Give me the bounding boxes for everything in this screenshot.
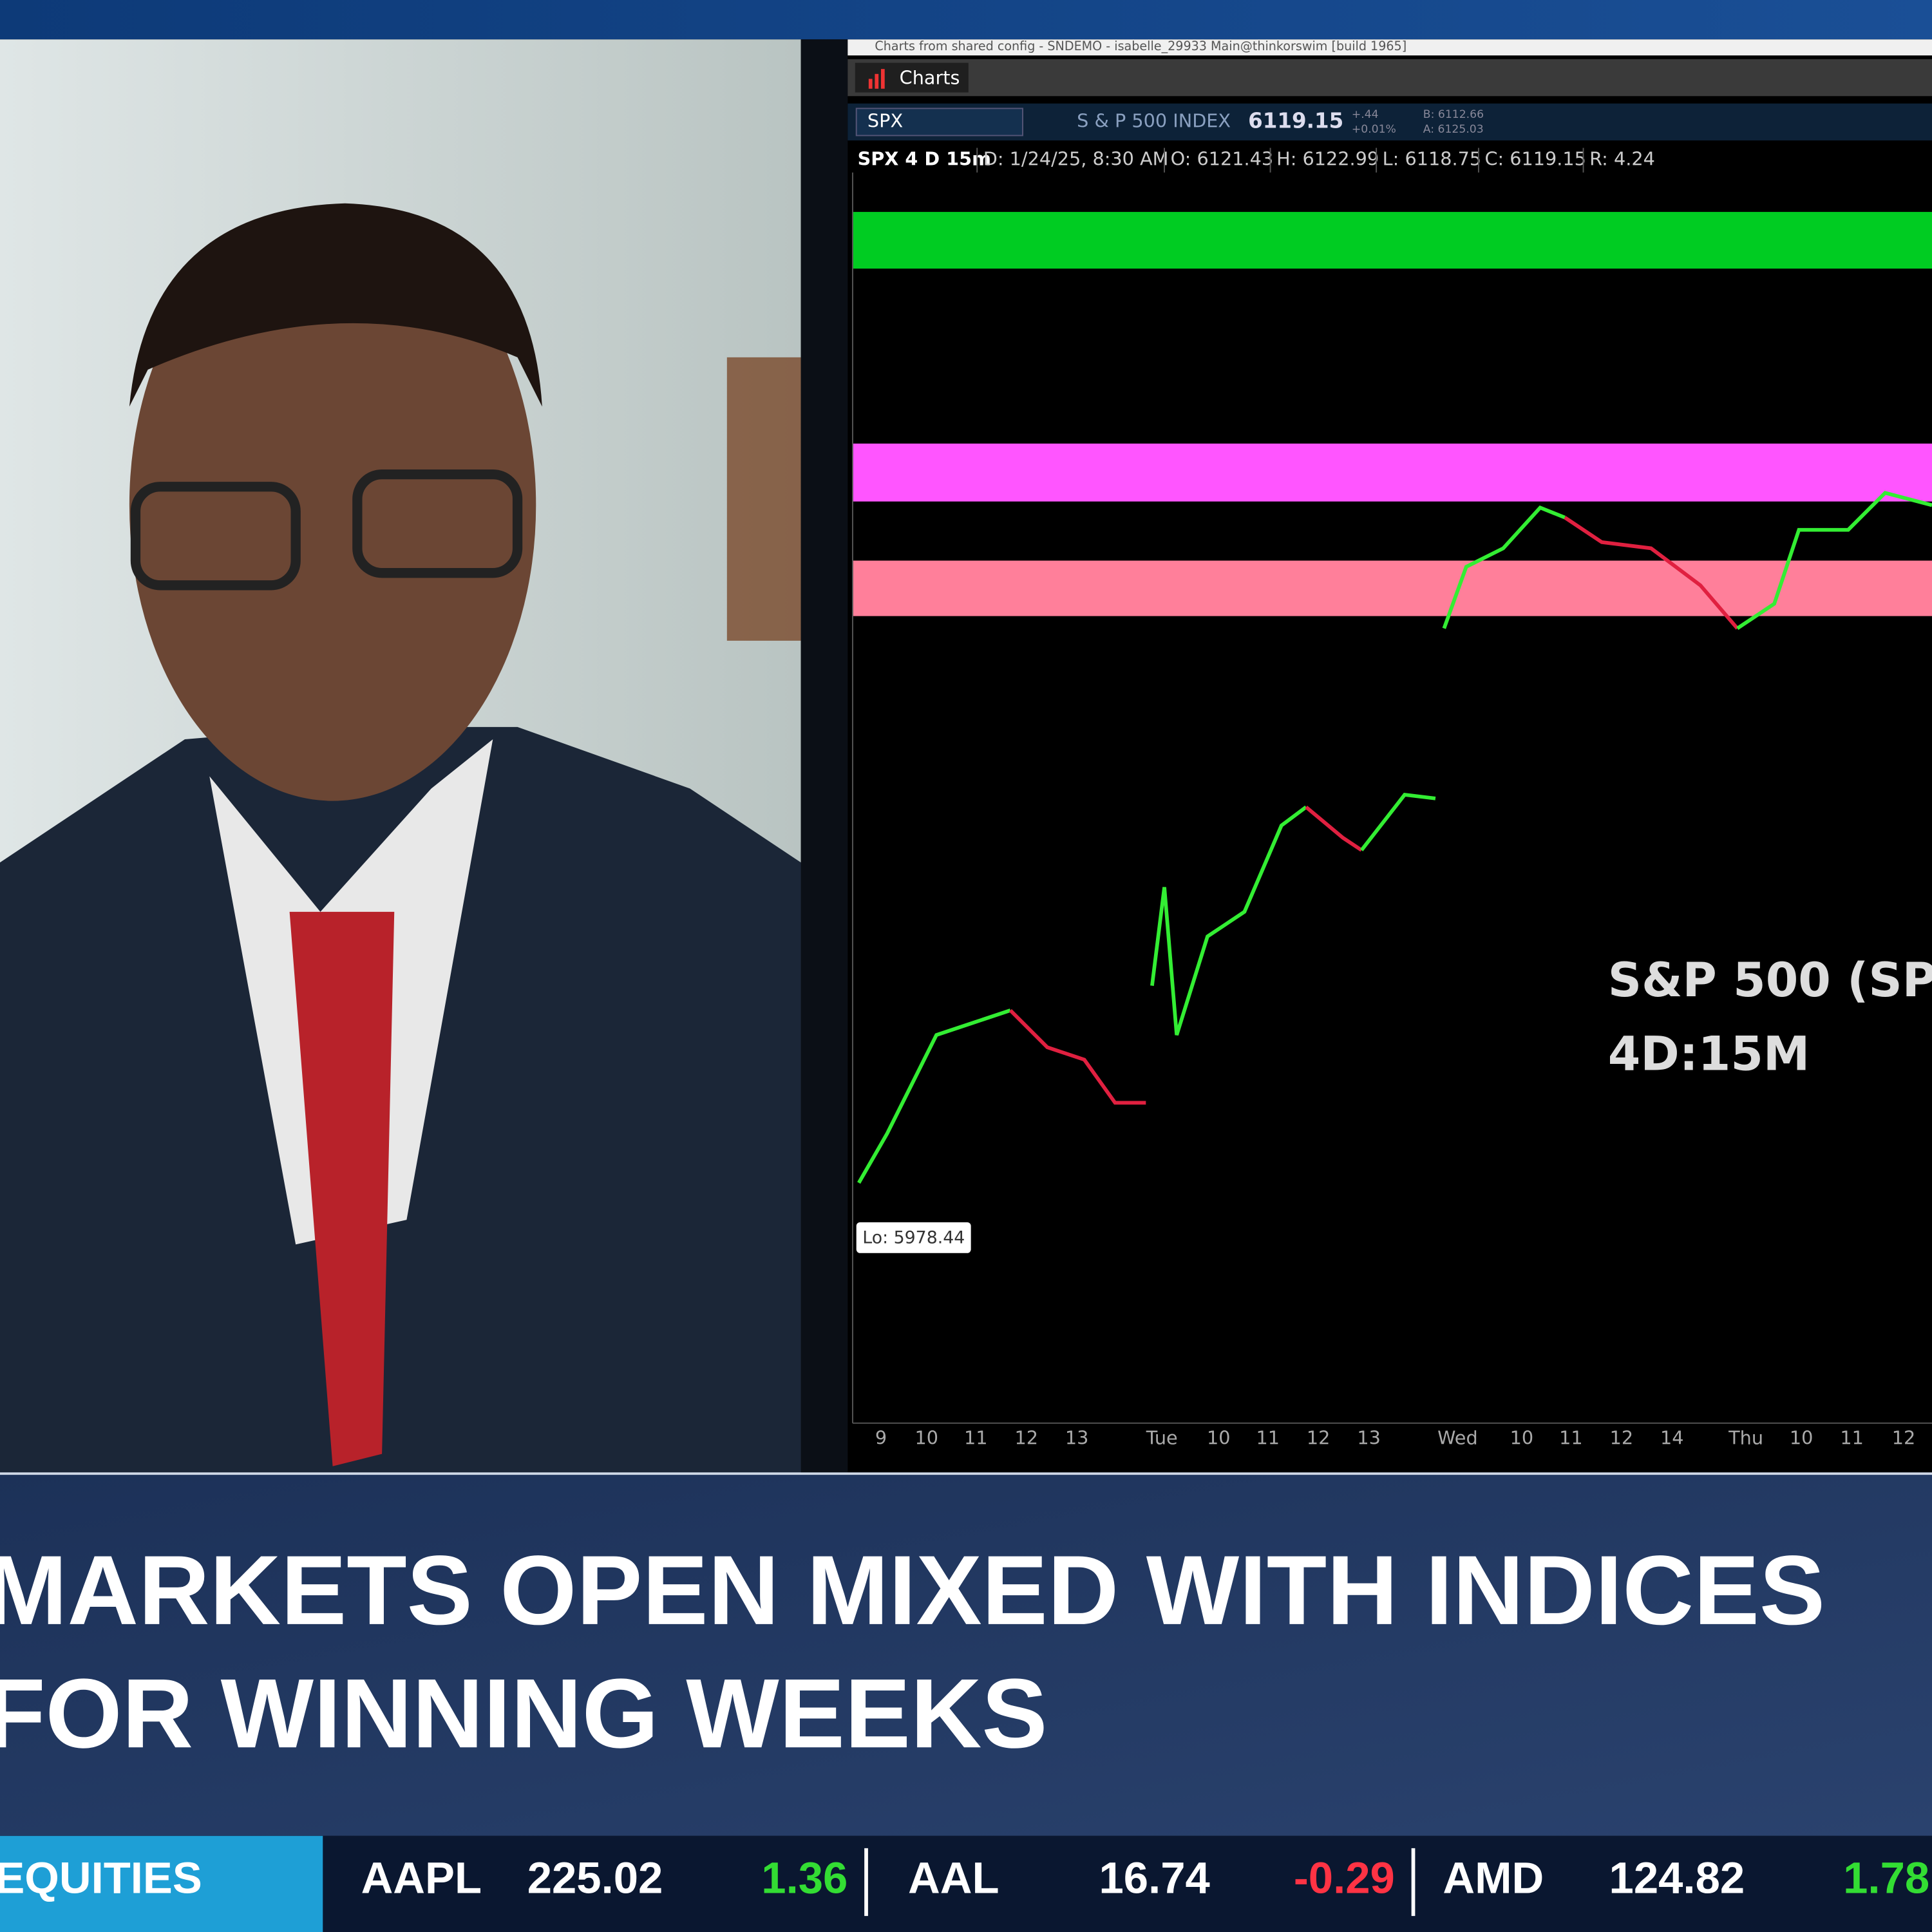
x-axis-label: 11 [964, 1427, 988, 1449]
ticker-price: 16.74 [1099, 1853, 1209, 1903]
x-axis-label: 9 [875, 1427, 887, 1449]
low-label: Lo: 5978.44 [862, 1227, 965, 1247]
divider [800, 39, 851, 1473]
zone [852, 560, 1932, 616]
x-axis-label: 10 [915, 1427, 939, 1449]
ticker-price: 225.02 [527, 1853, 663, 1903]
x-axis-label: 10 [1790, 1427, 1814, 1449]
quote-change: +.44 [1352, 108, 1379, 121]
headline: FOR WINNING WEEKS [0, 1658, 1047, 1768]
headline-panel [0, 1472, 1932, 1836]
zone [852, 443, 1932, 502]
header-field: C: 6119.15 [1484, 148, 1586, 170]
quote-change-pct: +0.01% [1352, 123, 1396, 136]
ticker-symbol: AAPL [361, 1853, 482, 1903]
chart-window: Charts from shared config - SNDEMO - isa… [848, 39, 1932, 1473]
x-axis-label: 13 [1065, 1427, 1089, 1449]
x-axis-label: 10 [1510, 1427, 1534, 1449]
overlay-subtitle: 4D:15M [1608, 1028, 1810, 1082]
ticker-change: 1.78 [1843, 1853, 1929, 1903]
top-bar [0, 0, 1932, 40]
ticker-price: 124.82 [1609, 1853, 1745, 1903]
tab[interactable]: Charts [900, 66, 960, 88]
ticker-change: -0.29 [1294, 1853, 1395, 1903]
ticker-symbol: AAL [908, 1853, 999, 1903]
x-axis-label: 12 [1014, 1427, 1038, 1449]
study: SPX 4 D 15m [858, 148, 991, 170]
x-axis-label: Wed [1437, 1427, 1478, 1449]
quote-ask: A: 6125.03 [1423, 123, 1484, 136]
presenter-video [0, 39, 801, 1473]
quote-name: S & P 500 INDEX [1077, 109, 1231, 131]
quote-last: 6119.15 [1248, 108, 1343, 133]
quote-bid: B: 6112.66 [1423, 108, 1484, 121]
x-axis-label: Thu [1728, 1427, 1763, 1449]
x-axis-label: 11 [1840, 1427, 1864, 1449]
header-field: O: 6121.43 [1171, 148, 1273, 170]
header-field: L: 6118.75 [1383, 148, 1481, 170]
x-axis-label: 13 [1357, 1427, 1381, 1449]
header-field: R: 4.24 [1589, 148, 1655, 170]
ticker-section [0, 1835, 323, 1932]
x-axis-label: 11 [1559, 1427, 1583, 1449]
x-axis-label: 14 [1660, 1427, 1684, 1449]
ticker-change: 1.36 [761, 1853, 848, 1903]
headline: MARKETS OPEN MIXED WITH INDICES [0, 1535, 1825, 1645]
header-field: D: 1/24/25, 8:30 AM [983, 148, 1169, 170]
symbol-box[interactable] [855, 108, 1023, 137]
header-field: H: 6122.99 [1276, 148, 1379, 170]
x-axis-label: Tue [1146, 1427, 1178, 1449]
ticker-symbol: AMD [1443, 1853, 1544, 1903]
x-axis-label: 11 [1256, 1427, 1280, 1449]
x-axis-label: 10 [1207, 1427, 1231, 1449]
ticker-section-label: EQUITIES [0, 1853, 202, 1903]
symbol: SPX [867, 109, 903, 131]
x-axis-label: 12 [1610, 1427, 1634, 1449]
zone [852, 212, 1932, 269]
x-axis-label: 12 [1892, 1427, 1916, 1449]
window-title: Charts from shared config - SNDEMO - isa… [875, 39, 1406, 53]
price-path [857, 491, 1932, 1184]
x-axis-label: 12 [1307, 1427, 1331, 1449]
overlay-title: S&P 500 (SPX) [1608, 954, 1932, 1008]
